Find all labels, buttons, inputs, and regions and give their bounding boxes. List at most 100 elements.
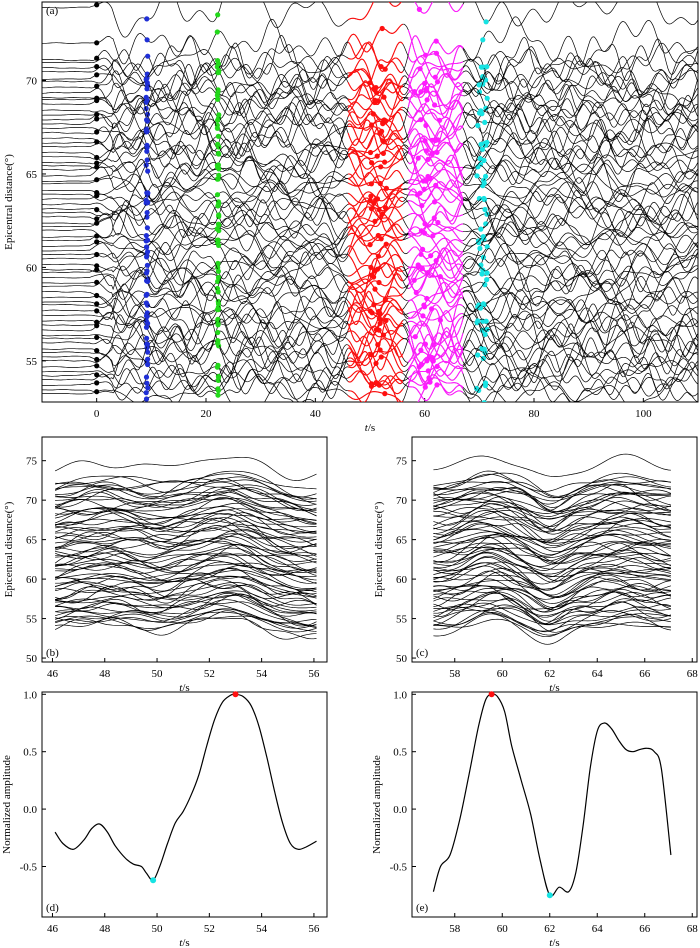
pick-dot-black <box>94 380 100 386</box>
trace <box>433 588 671 608</box>
trace-window-magenta <box>414 2 464 14</box>
trace-window-red <box>347 23 404 53</box>
pick-dot-blue <box>143 94 149 100</box>
panel-label-a: (a) <box>46 5 59 17</box>
trace-window-red <box>347 265 404 294</box>
x-tick-label-a: 80 <box>529 408 541 420</box>
pick-dot-magenta-window <box>418 117 424 123</box>
pick-dot-cyan <box>476 82 482 88</box>
pick-dot-blue <box>143 324 150 330</box>
pick-dot-magenta-window <box>421 304 428 310</box>
trace-window-red <box>347 2 402 21</box>
pick-dot-black <box>94 64 100 70</box>
y-tick-label-d: 0.5 <box>23 747 37 759</box>
pick-dot-magenta-window <box>424 358 430 364</box>
pick-dot-cyan <box>481 346 487 352</box>
pick-dot-blue <box>144 254 150 260</box>
trace <box>42 42 698 79</box>
trace <box>55 494 317 525</box>
pick-dot-magenta-window <box>425 368 431 374</box>
y-tick-label-a: 65 <box>26 169 38 181</box>
trace-window-magenta <box>407 374 464 396</box>
trace-window-magenta <box>408 232 464 265</box>
trace <box>55 512 317 534</box>
trace-window-red <box>347 350 404 386</box>
trace <box>433 470 671 492</box>
pick-dot-red-window <box>367 242 373 248</box>
pick-dot-green <box>216 374 222 380</box>
pick-dot-red-window <box>372 286 378 292</box>
trace-window-magenta <box>407 61 464 78</box>
trace-window-red <box>347 239 404 265</box>
trace-window-magenta <box>407 103 464 131</box>
pick-dot-black <box>94 129 100 135</box>
trace <box>433 546 671 570</box>
pick-dot-magenta-window <box>434 363 440 369</box>
pick-dot-cyan <box>480 267 486 273</box>
pick-dot-cyan <box>479 146 486 152</box>
trace-window-red <box>347 157 404 200</box>
trace <box>55 553 317 574</box>
x-axis-label-e: t/s <box>549 937 559 948</box>
trace <box>55 478 317 500</box>
trace <box>433 604 671 633</box>
trace <box>433 562 671 591</box>
pick-dot-blue <box>145 385 151 391</box>
x-tick-label-c: 66 <box>639 668 651 680</box>
pick-dot-green <box>215 61 221 67</box>
trace <box>55 528 317 556</box>
pick-dot-green <box>216 166 222 172</box>
trace <box>433 574 672 598</box>
pick-dot-green <box>216 212 222 218</box>
y-axis-label-c: Epicentral distance(°) <box>373 501 385 597</box>
x-tick-label-c: 58 <box>449 668 461 680</box>
pick-dot-blue <box>144 262 150 268</box>
pick-dot-magenta-window <box>420 246 426 252</box>
max-marker-e <box>488 691 495 698</box>
pick-dot-black <box>94 363 100 369</box>
pick-dot-magenta-window <box>412 334 418 340</box>
pick-dot-blue <box>145 320 151 326</box>
pick-dot-magenta-window <box>420 313 426 319</box>
pick-dot-cyan <box>481 180 487 186</box>
pick-dot-green <box>215 392 221 398</box>
pick-dot-blue <box>145 356 151 362</box>
trace <box>433 542 672 564</box>
pick-dot-cyan <box>483 173 489 179</box>
trace-window-red <box>347 110 404 147</box>
x-tick-label-a: 100 <box>635 408 652 420</box>
trace <box>433 518 671 543</box>
x-tick-label-b: 56 <box>308 668 320 680</box>
pick-dot-red-window <box>368 206 375 212</box>
trace-window-red <box>347 108 404 145</box>
pick-dot-blue <box>144 128 150 134</box>
trace-window-magenta <box>407 342 464 383</box>
pick-dot-red-window <box>367 149 374 156</box>
pick-dot-magenta-window <box>425 156 431 162</box>
trace <box>433 510 671 542</box>
y-tick-label-a: 55 <box>26 356 38 368</box>
pick-dot-blue <box>144 16 150 22</box>
x-tick-label-e: 66 <box>639 923 651 935</box>
trace-window-magenta <box>407 348 463 381</box>
pick-dot-magenta-window <box>418 347 424 353</box>
x-tick-label-a: 40 <box>310 408 322 420</box>
pick-dot-blue <box>145 168 151 174</box>
trace-window-magenta <box>407 111 464 142</box>
trace <box>54 611 317 633</box>
pick-dot-green <box>216 69 222 76</box>
pick-dot-cyan <box>480 301 486 307</box>
pick-dot-green <box>214 307 221 313</box>
pick-dot-cyan <box>483 105 489 111</box>
y-tick-label-b: 70 <box>26 495 38 507</box>
x-tick-label-d: 52 <box>204 923 215 935</box>
trace <box>55 556 317 581</box>
trace <box>433 613 671 645</box>
trace-window-magenta <box>407 91 464 131</box>
pick-dot-red-window <box>373 85 379 91</box>
pick-dot-cyan <box>475 352 481 358</box>
y-tick-label-d: 1.0 <box>23 689 37 701</box>
x-tick-label-a: 0 <box>94 408 100 420</box>
x-axis-label-c: t/s <box>549 682 559 694</box>
